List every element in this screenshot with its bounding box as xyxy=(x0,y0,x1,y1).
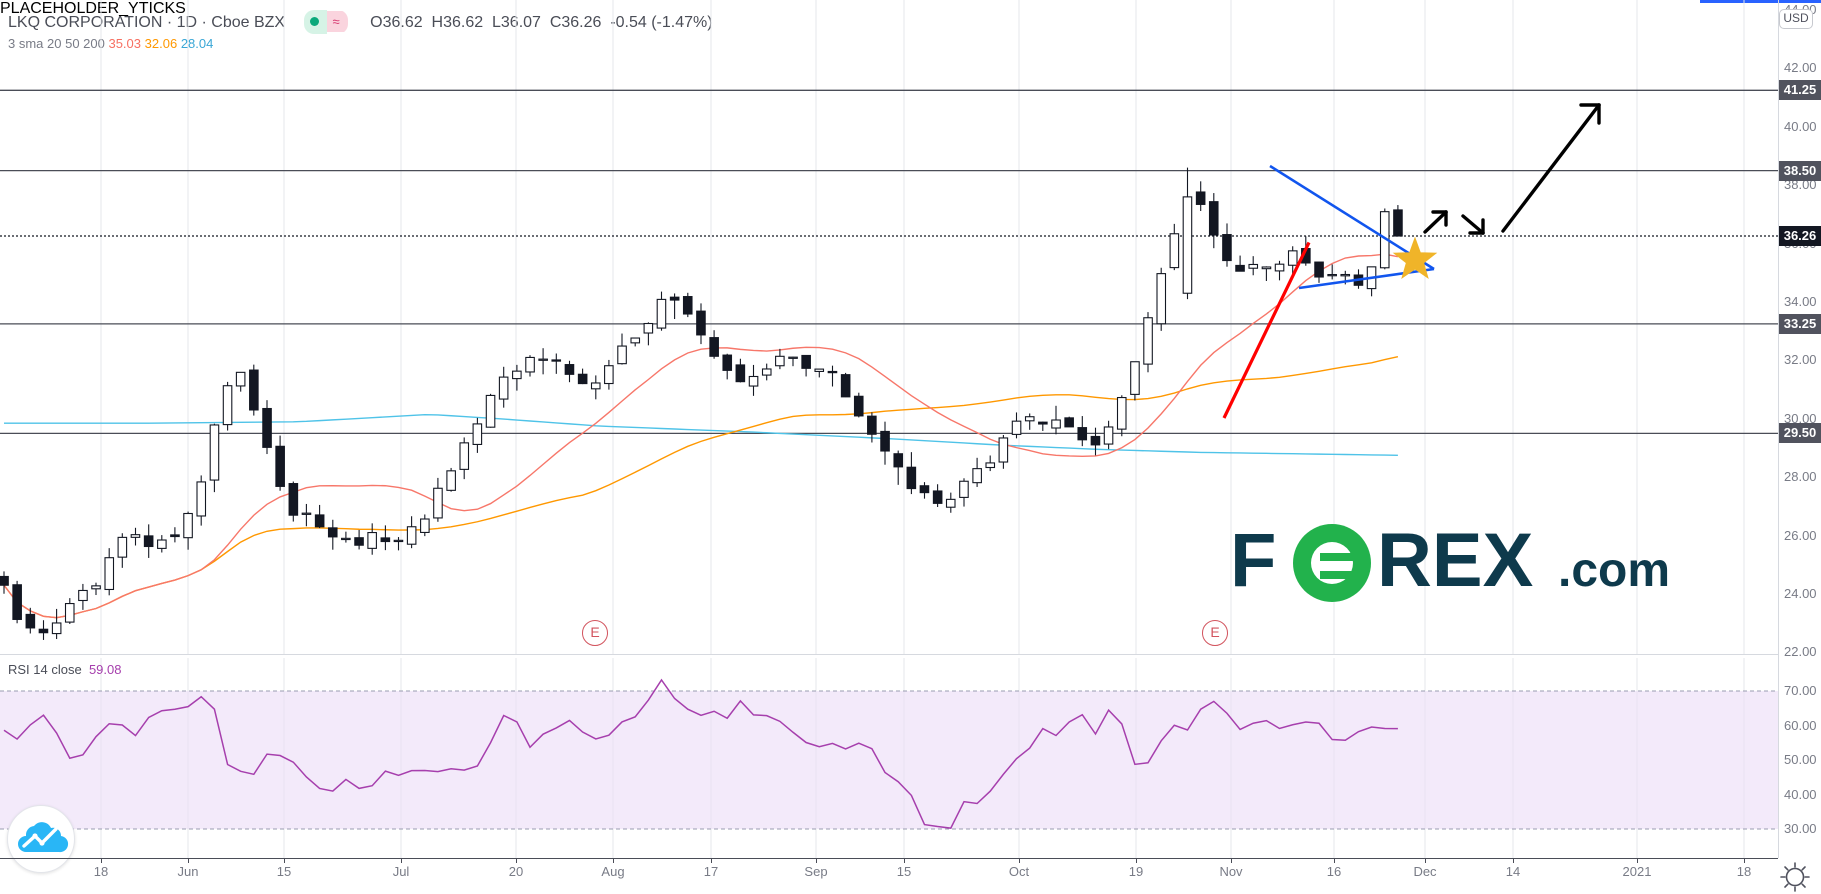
svg-text:F: F xyxy=(1230,518,1276,603)
svg-text:.com: .com xyxy=(1558,544,1670,597)
svg-text:REX: REX xyxy=(1377,518,1534,603)
